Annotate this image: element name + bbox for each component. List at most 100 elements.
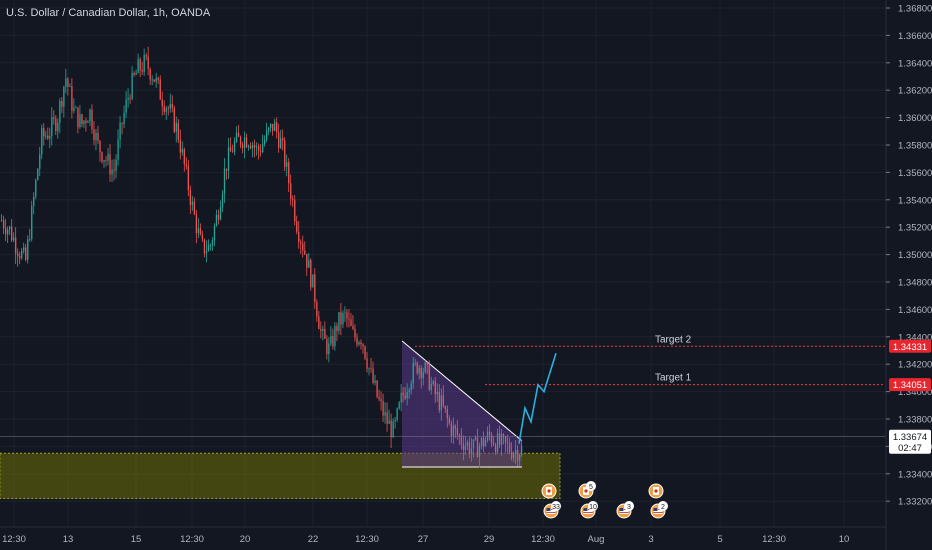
candle-body (480, 438, 483, 446)
candle-body (109, 153, 111, 175)
candle-body (255, 146, 258, 148)
candle-body (175, 122, 177, 132)
candle-body (376, 380, 378, 397)
candle-body (308, 260, 310, 268)
candle-body (167, 108, 169, 110)
x-tick-label: Aug (588, 534, 605, 545)
flag-canton (583, 508, 588, 511)
candle-body (89, 109, 91, 122)
candle-body (490, 434, 493, 444)
candle-body (492, 443, 495, 445)
candle-body (203, 239, 206, 254)
candle-body (284, 140, 286, 167)
price-axis[interactable]: 1.36800 1.36600 1.36400 1.36200 1.36000 1.358… (886, 4, 932, 508)
candle-body (272, 123, 274, 131)
candle-body (81, 114, 83, 125)
candle-body (390, 420, 392, 438)
candle-body (500, 434, 503, 445)
candle-body (217, 214, 220, 220)
candle-body (466, 442, 469, 446)
grid (0, 0, 886, 527)
y-tick-label: 1.36600 (898, 31, 932, 42)
x-tick-label: 12:30 (531, 534, 555, 545)
candle-body (19, 256, 21, 259)
event-count-bubble (624, 501, 634, 511)
candle-body (57, 122, 59, 132)
candle-body (476, 437, 479, 458)
candle-body (95, 132, 97, 141)
candle-body (117, 139, 119, 160)
candle-body (111, 169, 113, 175)
candle-body (416, 362, 418, 374)
candle-body (452, 425, 455, 436)
y-tick-label: 1.34200 (898, 360, 932, 371)
candle-body (380, 399, 382, 402)
candle-body (474, 437, 477, 440)
event-count: 3 (627, 504, 631, 511)
candle-body (153, 79, 155, 82)
candles (1, 46, 523, 468)
candle-body (280, 138, 282, 149)
target-1-label: Target 1 (655, 373, 692, 384)
flag-field (583, 508, 593, 514)
candle-body (482, 438, 485, 447)
maple-leaf-icon (584, 489, 588, 493)
time-axis[interactable]: 12:30 13 15 12:30 20 22 12:30 27 29 12:30 Aug 3 5 12:… (2, 534, 849, 545)
candle-body (454, 425, 457, 429)
candle-body (251, 145, 254, 149)
candle-body (169, 103, 171, 109)
target-2-price-badge-bg (889, 339, 931, 353)
candle-body (199, 228, 202, 235)
candle-body (241, 144, 244, 148)
candle-body (370, 368, 372, 370)
candle-body (338, 312, 340, 332)
x-tick-label: 22 (308, 534, 319, 545)
target-1-price-badge-bg (889, 378, 931, 392)
candle-body (448, 418, 451, 424)
candle-body (324, 329, 326, 339)
candle-body (13, 237, 15, 241)
candle-body (270, 123, 272, 128)
candle-body (119, 122, 121, 140)
candle-body (436, 392, 438, 395)
candle-body (137, 59, 139, 73)
flag-field (653, 508, 663, 514)
current-price-badge-text: 1.33674 (893, 432, 927, 443)
candle-body (464, 445, 467, 451)
candle-body (418, 367, 420, 374)
projection-path (518, 353, 557, 444)
x-tick-label: 13 (63, 534, 74, 545)
candle-body (274, 122, 276, 131)
candle-body (129, 97, 131, 99)
candle-body (296, 221, 298, 232)
candle-body (125, 99, 127, 113)
candle-body (410, 383, 412, 390)
candle-body (159, 79, 161, 100)
descending-triangle (402, 340, 522, 467)
candle-body (247, 145, 250, 148)
candle-body (320, 329, 322, 331)
candle-body (264, 139, 266, 145)
candle-body (77, 107, 79, 128)
candle-body (398, 402, 400, 409)
candle-body (368, 368, 370, 370)
candle-body (518, 454, 521, 461)
candle-body (61, 100, 63, 107)
candle-body (33, 196, 35, 206)
candle-body (420, 367, 422, 379)
candle-body (245, 137, 248, 148)
candle-body (488, 431, 491, 435)
candle-body (21, 250, 23, 259)
candle-body (366, 358, 368, 369)
candle-body (430, 383, 432, 390)
candle-body (87, 121, 89, 123)
candle-body (47, 135, 49, 139)
candle-body (484, 439, 487, 447)
x-tick-label: 10 (839, 534, 850, 545)
candle-body (288, 162, 290, 184)
candle-body (51, 117, 53, 137)
candle-body (135, 72, 137, 75)
y-tick-label: 1.35600 (898, 168, 932, 179)
x-tick-label: 29 (484, 534, 495, 545)
